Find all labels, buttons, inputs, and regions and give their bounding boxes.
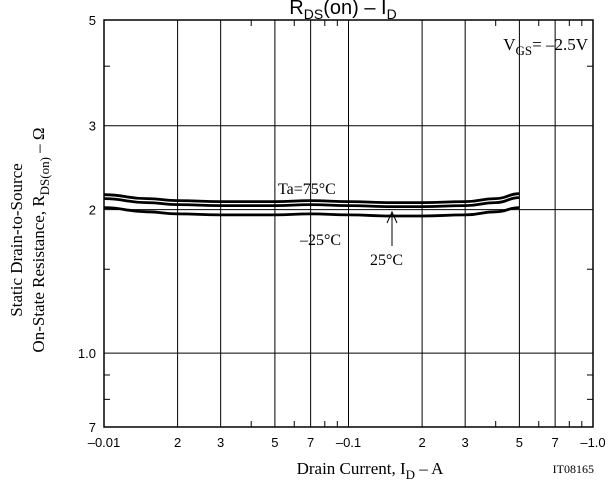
chart-title: RDS(on) – ID: [289, 0, 396, 22]
series-line-1: [103, 196, 520, 209]
series-line-0: [103, 192, 520, 205]
series-line-2: [103, 206, 520, 218]
annotation-75c: Ta=75°C: [278, 181, 336, 198]
y-tick-label: 7: [89, 420, 96, 435]
x-tick-label: –1.0: [580, 435, 605, 450]
y-tick-label: 3: [89, 119, 96, 134]
figure-id: IT08165: [553, 462, 594, 476]
y-axis-label: Static Drain-to-Source On-State Resistan…: [7, 127, 52, 352]
annotation-25c: 25°C: [370, 252, 403, 269]
x-axis-label: Drain Current, ID – A: [297, 459, 445, 482]
x-tick-labels: –0.01 2 3 5 7 –0.1 2 3 5 7 –1.0: [88, 435, 606, 450]
x-tick-label: 5: [271, 435, 278, 450]
x-tick-label: –0.01: [88, 435, 121, 450]
x-tick-label: 7: [307, 435, 314, 450]
major-grid: [103, 19, 594, 428]
x-tick-label: –0.1: [336, 435, 361, 450]
annotation-25c-arrow: [386, 210, 398, 246]
x-tick-label: 2: [174, 435, 181, 450]
y-tick-label: 5: [89, 13, 96, 28]
y-tick-labels: 7 1.0 2 3 5: [78, 13, 96, 435]
y-tick-label: 2: [89, 203, 96, 218]
series-lines: [103, 192, 520, 218]
minor-ticks: [104, 20, 593, 427]
y-axis-label-line1: Static Drain-to-Source: [7, 163, 26, 316]
x-tick-label: 2: [418, 435, 425, 450]
annotation-minus25c: –25°C: [299, 232, 341, 249]
x-tick-label: 5: [516, 435, 523, 450]
plot-frame: [103, 19, 594, 428]
x-tick-label: 3: [217, 435, 224, 450]
y-tick-label: 1.0: [78, 346, 96, 361]
condition-label: VGS= –2.5V: [503, 35, 588, 58]
x-tick-label: 3: [462, 435, 469, 450]
y-axis-label-line2: On-State Resistance, RDS(on) – Ω: [29, 127, 52, 352]
x-tick-label: 7: [552, 435, 559, 450]
